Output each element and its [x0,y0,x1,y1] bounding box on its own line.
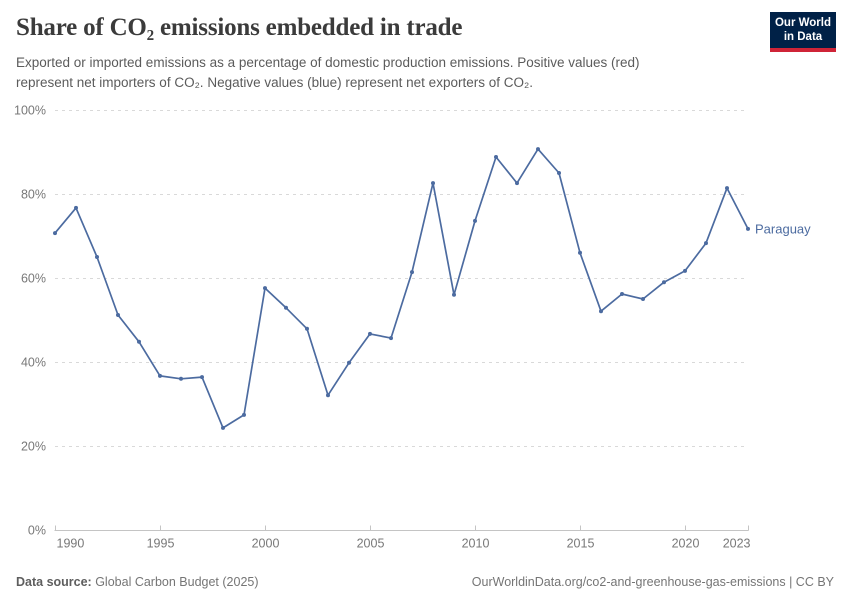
y-tick-label: 80% [21,188,46,202]
data-source-value: Global Carbon Budget (2025) [91,575,259,589]
data-point[interactable] [683,268,687,273]
data-point[interactable] [641,297,645,301]
data-point[interactable] [578,250,582,255]
data-point[interactable] [452,292,456,297]
data-point[interactable] [53,231,57,236]
data-point[interactable] [95,255,99,259]
data-point[interactable] [410,270,414,275]
chart-subtitle: Exported or imported emissions as a perc… [16,53,640,92]
data-point[interactable] [242,412,246,417]
data-point[interactable] [137,339,141,344]
data-point[interactable] [557,171,561,175]
footer-attribution: OurWorldinData.org/co2-and-greenhouse-ga… [472,575,834,589]
x-axis: 1990 1995 2000 2005 2010 2015 2020 2023 [54,525,751,551]
data-source-label: Data source: [16,575,92,589]
y-tick-label: 20% [21,440,46,454]
series-line [54,148,749,429]
chart-footer: Data source: Global Carbon Budget (2025)… [0,575,850,589]
data-point[interactable] [494,155,498,159]
owid-logo-line2: in Data [783,31,823,43]
y-tick-label: 0% [28,524,46,538]
data-point[interactable] [179,376,183,381]
y-tick-label: 40% [21,356,46,370]
page-title: Share of CO₂ emissions embedded in trade [16,14,463,41]
x-tick-label: 2000 [252,537,280,551]
x-tick-label: 2005 [357,537,385,551]
data-point[interactable] [305,326,309,331]
data-point[interactable] [746,226,750,231]
data-point[interactable] [74,205,78,210]
data-point[interactable] [284,305,288,310]
x-tick-label: 2010 [462,537,490,551]
data-point[interactable] [158,373,162,378]
owid-logo[interactable]: Our World in Data [770,12,836,52]
license-text: | CC BY [785,575,834,589]
data-point[interactable] [725,186,729,191]
data-point[interactable] [389,336,393,341]
data-point[interactable] [620,292,624,296]
data-point[interactable] [599,309,603,314]
data-point[interactable] [704,241,708,246]
data-points [53,147,750,430]
data-point[interactable] [221,425,225,430]
data-point[interactable] [326,393,330,398]
data-point[interactable] [368,331,372,336]
series-end-label[interactable]: Paraguay [755,221,811,236]
data-point[interactable] [431,181,435,186]
subtitle-line-2: represent net importers of CO₂. Negative… [16,74,533,90]
data-point[interactable] [536,147,540,152]
y-tick-label: 60% [21,272,46,286]
y-gridlines [55,110,748,447]
x-tick-label: 2023 [723,537,751,551]
x-tick-label: 2015 [567,537,595,551]
x-tick-label: 1995 [147,537,175,551]
data-source: Data source: Global Carbon Budget (2025) [16,575,259,589]
data-point[interactable] [200,375,204,380]
owid-logo-line1: Our World [774,16,831,29]
data-point[interactable] [263,286,267,291]
y-tick-labels: 0% 20% 40% 60% 80% 100% [14,104,46,538]
data-point[interactable] [347,360,351,365]
owid-url-link[interactable]: OurWorldinData.org/co2-and-greenhouse-ga… [471,575,786,589]
data-point[interactable] [116,313,120,317]
x-tick-label: 2020 [672,537,700,551]
x-tick-label: 1990 [57,537,85,551]
data-point[interactable] [515,181,519,186]
subtitle-line-1: Exported or imported emissions as a perc… [16,55,640,70]
data-point[interactable] [473,218,477,223]
data-point[interactable] [662,280,666,285]
y-tick-label: 100% [14,104,46,118]
